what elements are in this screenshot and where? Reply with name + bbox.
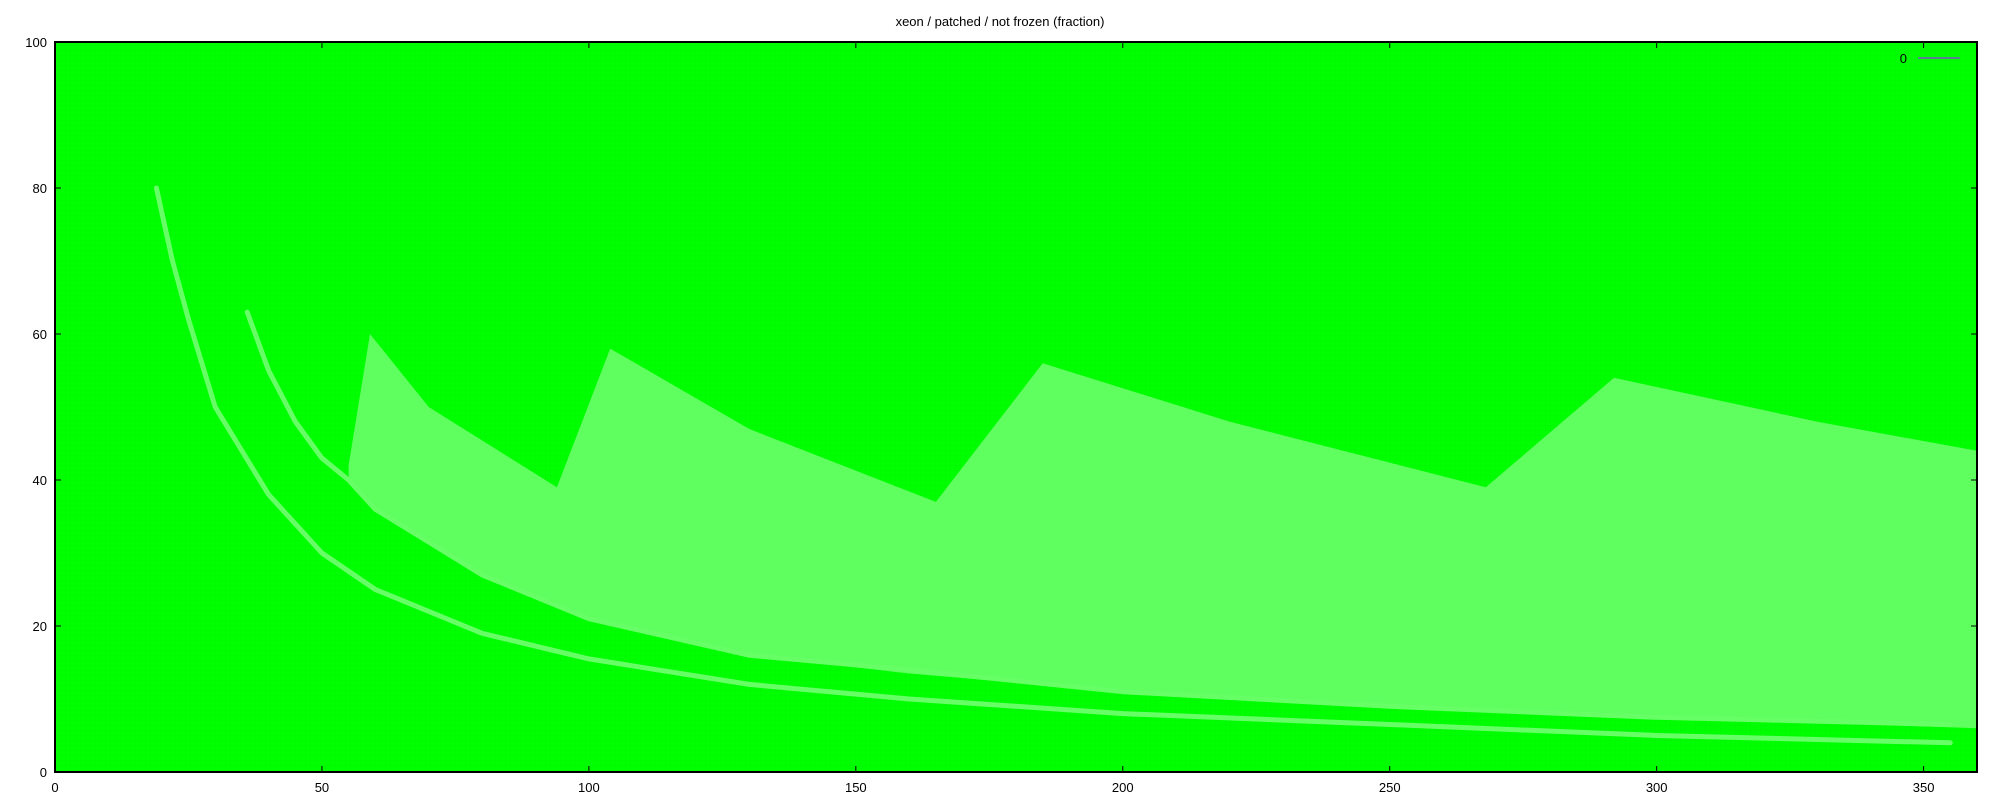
y-tick-label: 40 xyxy=(33,473,47,488)
x-tick-label: 100 xyxy=(578,780,600,795)
plot-frame xyxy=(54,41,1978,773)
plot-area xyxy=(54,41,1978,773)
chart-title: xeon / patched / not frozen (fraction) xyxy=(896,14,1105,29)
curve-1 xyxy=(153,185,1953,746)
y-axis: 0 20 40 60 80 100 xyxy=(25,35,1977,780)
x-axis: 0 50 100 150 200 250 300 350 xyxy=(51,42,1934,795)
x-tick-label: 0 xyxy=(51,780,58,795)
legend-label: 0 xyxy=(1900,51,1907,66)
x-tick-label: 300 xyxy=(1646,780,1668,795)
x-tick-label: 200 xyxy=(1112,780,1134,795)
y-tick-label: 0 xyxy=(40,765,47,780)
x-tick-label: 150 xyxy=(845,780,867,795)
y-tick-label: 80 xyxy=(33,181,47,196)
x-tick-label: 50 xyxy=(315,780,329,795)
x-tick-label: 250 xyxy=(1379,780,1401,795)
x-tick-label: 350 xyxy=(1913,780,1935,795)
legend: 0 xyxy=(1900,51,1960,66)
curve-2 xyxy=(244,309,1953,727)
y-tick-label: 100 xyxy=(25,35,47,50)
y-tick-label: 20 xyxy=(33,619,47,634)
curve-group xyxy=(153,185,1953,746)
y-tick-label: 60 xyxy=(33,327,47,342)
heatmap-band xyxy=(348,334,1978,729)
